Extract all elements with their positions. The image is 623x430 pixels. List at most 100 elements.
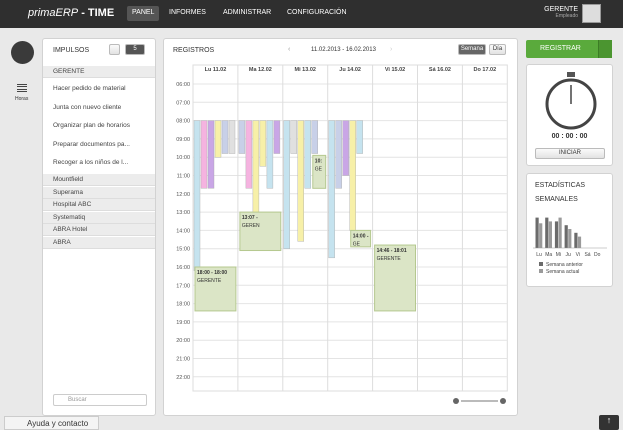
time-block: [290, 120, 298, 154]
search-input[interactable]: Buscar: [53, 394, 147, 406]
event-label: GERENTE: [197, 278, 222, 284]
group-row[interactable]: Systematiq: [43, 211, 155, 224]
task-row[interactable]: Hacer pedido de material: [53, 85, 126, 92]
hour-label: 14:00: [176, 228, 190, 234]
task-row[interactable]: Junta con nuevo cliente: [53, 103, 122, 111]
task-row[interactable]: Preparar documentos pa...: [53, 140, 130, 148]
event-time: 13:07 -: [242, 215, 258, 221]
nav-item[interactable]: ADMINISTRAR: [223, 9, 272, 16]
event[interactable]: [374, 244, 417, 312]
stat-bar: [577, 236, 582, 248]
time-block: [273, 120, 281, 154]
event[interactable]: [239, 211, 282, 252]
group-row[interactable]: Hospital ABC: [43, 199, 155, 212]
time-block: [221, 120, 229, 154]
next-arrow[interactable]: ›: [390, 46, 393, 53]
group-row[interactable]: GERENTE: [43, 66, 155, 78]
stat-day: Lu: [536, 252, 542, 258]
register-button[interactable]: REGISTRAR: [526, 40, 612, 58]
zoom-in[interactable]: [500, 398, 506, 404]
nav-item[interactable]: INFORMES: [169, 9, 206, 16]
day-header: Sá 16.02: [429, 67, 451, 73]
scroll-top[interactable]: ↑: [599, 415, 619, 430]
stat-day: Vi: [576, 252, 580, 258]
time-block: [328, 120, 335, 259]
stat-day: Mi: [556, 252, 561, 258]
hour-label: 22:00: [176, 375, 190, 381]
stats-subtitle: SEMANALES: [535, 196, 578, 203]
hour-label: 18:00: [176, 302, 190, 308]
impulsos-panel: IMPULSOS 5 GERENTE Hacer pedido de materi…: [42, 38, 156, 416]
timer-panel: 00 : 00 : 00 INICIAR: [526, 64, 613, 166]
stat-bar: [548, 221, 552, 248]
event-label: GEREN: [242, 223, 260, 229]
time-block: [356, 120, 363, 154]
stat-bar: [574, 232, 578, 248]
event[interactable]: [350, 229, 372, 248]
event-label: GERENTE: [377, 256, 402, 262]
prev-arrow[interactable]: ‹: [288, 46, 291, 53]
hours-icon[interactable]: [17, 84, 27, 92]
task-row[interactable]: Recoger a los niños de l...: [53, 159, 129, 167]
stat-bar: [539, 223, 543, 248]
stat-bar: [568, 229, 572, 248]
hour-label: 06:00: [176, 82, 190, 88]
time-block: [207, 120, 215, 189]
day-header: Vi 15.02: [385, 67, 405, 73]
time-block: [214, 120, 222, 158]
user[interactable]: GERENTE Empleado: [528, 6, 578, 19]
user-role: Empleado: [555, 13, 578, 19]
event-time: 14:46 - 18:01: [377, 248, 407, 254]
day-header: Ma 12.02: [249, 67, 272, 73]
calendar-panel: REGISTROS ‹ 11.02.2013 - 16.02.2013 › Se…: [163, 38, 518, 416]
task-row[interactable]: Organizar plan de horarios: [53, 122, 130, 130]
stat-bar: [535, 217, 539, 248]
stat-day: Sá: [584, 252, 590, 258]
event-time: 18:00 - 18:00: [197, 270, 227, 276]
impulsos-title: IMPULSOS: [53, 47, 90, 54]
hour-label: 15:00: [176, 247, 190, 253]
event-label: GE: [353, 241, 361, 247]
event-time: 14:00 -: [353, 233, 369, 239]
help-button[interactable]: Ayuda y contacto: [4, 416, 99, 430]
calendar-icon[interactable]: [11, 41, 34, 64]
nav-item[interactable]: CONFIGURACIÓN: [287, 9, 347, 16]
zoom-out[interactable]: [453, 398, 459, 404]
group-row[interactable]: Mountfield: [43, 174, 155, 186]
hour-label: 08:00: [176, 119, 190, 125]
calendar-grid: 06:00 07:00 08:00 09:00 10:00 11:00 12:00 13:00…: [176, 64, 508, 404]
date-range: 11.02.2013 - 16.02.2013: [311, 47, 376, 53]
day-header: Do 17.02: [474, 67, 497, 73]
hour-label: 21:00: [176, 357, 190, 363]
day-header: Lu 11.02: [205, 67, 227, 73]
day-header: Ju 14.02: [339, 67, 361, 73]
event-time: 10:: [315, 158, 323, 164]
top-bar: primaERP - TIME PANEL INFORMES ADMINISTRAR…: [0, 0, 623, 28]
register-dropdown[interactable]: [598, 40, 612, 58]
hour-label: 11:00: [177, 174, 190, 180]
week-button[interactable]: Semana: [458, 44, 486, 55]
logo[interactable]: primaERP - TIME: [28, 7, 114, 19]
hour-label: 09:00: [176, 137, 190, 143]
hour-label: 13:00: [176, 210, 190, 216]
stat-day: Do: [594, 252, 601, 258]
start-button[interactable]: INICIAR: [535, 148, 605, 159]
avatar[interactable]: [582, 4, 601, 23]
group-row[interactable]: ABRA Hotel: [43, 224, 155, 237]
stat-bar: [545, 217, 549, 248]
day-button[interactable]: Día: [489, 44, 506, 55]
nav-item[interactable]: PANEL: [127, 6, 160, 21]
event[interactable]: [312, 154, 327, 189]
day-header: Mi 13.02: [295, 67, 316, 73]
badge[interactable]: 5: [125, 44, 145, 55]
group-row[interactable]: ABRA: [43, 237, 155, 249]
event[interactable]: [194, 266, 237, 312]
logo-text: primaERP: [28, 7, 79, 19]
calendar-button[interactable]: [109, 44, 120, 55]
legend-swatch: [539, 269, 543, 273]
stat-bar: [554, 221, 559, 248]
time-block: [311, 120, 319, 154]
group-row[interactable]: Superama: [43, 186, 155, 199]
